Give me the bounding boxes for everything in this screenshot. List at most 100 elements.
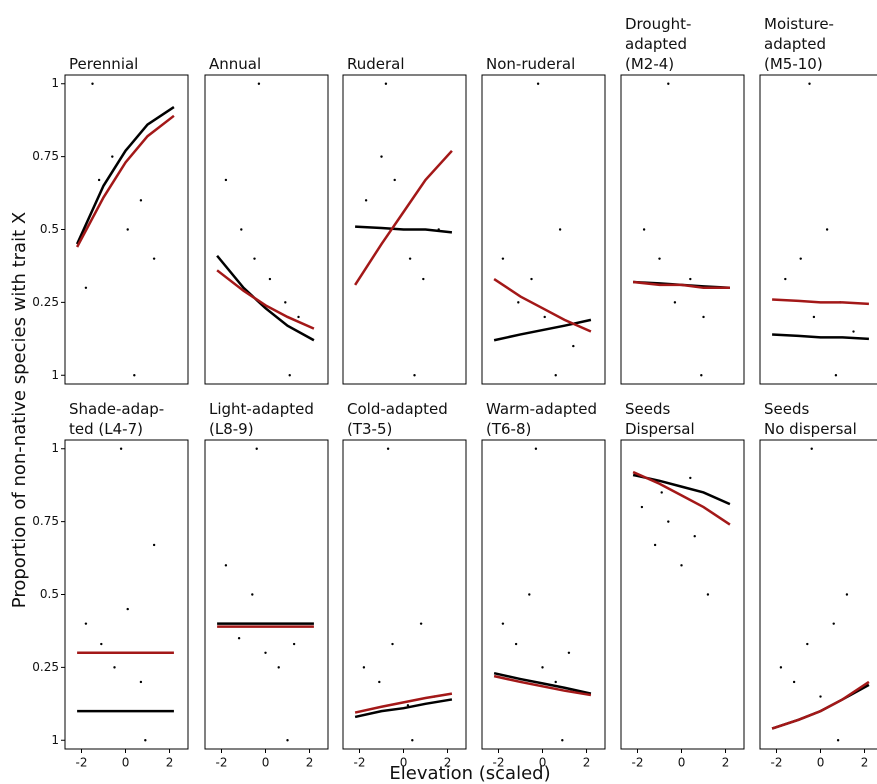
x-tick-label: -2 xyxy=(771,756,783,770)
x-tick-label: 0 xyxy=(539,756,547,770)
point xyxy=(693,534,696,538)
point xyxy=(514,642,518,646)
point xyxy=(784,277,787,281)
panel-title: (M5-10) xyxy=(764,55,823,73)
point xyxy=(391,642,394,646)
panel-title: Light-adapted xyxy=(209,400,314,418)
point xyxy=(224,564,228,567)
point xyxy=(126,228,129,231)
trend-line xyxy=(216,269,315,330)
trend-line xyxy=(632,470,731,526)
panel-title: Seeds xyxy=(764,400,810,418)
panel-title: (T3-5) xyxy=(347,420,392,438)
x-tick-label: 2 xyxy=(166,756,174,770)
trend-line xyxy=(216,254,315,342)
panel-frame xyxy=(481,74,606,385)
panel-title: adapted xyxy=(625,35,687,53)
point xyxy=(642,228,646,231)
point xyxy=(689,277,692,281)
point xyxy=(640,505,644,509)
panel-title: (L8-9) xyxy=(209,420,254,438)
trend-line xyxy=(772,298,869,306)
point xyxy=(255,447,258,450)
x-tick-label: 2 xyxy=(583,756,591,770)
y-tick-label: 1 xyxy=(51,76,59,90)
point xyxy=(561,739,564,742)
x-tick-label: -2 xyxy=(216,756,228,770)
trend-line xyxy=(493,318,592,342)
x-tick-label: 0 xyxy=(400,756,408,770)
point xyxy=(812,315,816,319)
panel-title: Cold-adapted xyxy=(347,400,448,418)
point xyxy=(834,374,838,377)
point xyxy=(133,374,136,377)
point xyxy=(91,82,94,85)
point xyxy=(536,82,540,85)
y-tick-label: 0.75 xyxy=(32,149,59,163)
point xyxy=(554,680,557,684)
point xyxy=(658,257,661,260)
y-axis-title: Proportion of non-native species with tr… xyxy=(9,212,30,608)
point xyxy=(836,739,840,742)
point xyxy=(111,155,114,158)
panel-title: Perennial xyxy=(69,55,138,73)
trend-line xyxy=(771,680,870,730)
point xyxy=(680,564,683,567)
point xyxy=(84,622,88,625)
point xyxy=(810,447,813,450)
point xyxy=(224,178,228,182)
trend-line xyxy=(772,333,869,341)
panel-title: Shade-adap- xyxy=(69,400,164,418)
panel-title: Drought- xyxy=(625,15,691,33)
x-tick-label: 0 xyxy=(817,756,825,770)
point xyxy=(277,666,280,669)
panel-title: No dispersal xyxy=(764,420,857,438)
point xyxy=(408,257,412,260)
point xyxy=(292,642,296,646)
y-tick-label: 0.25 xyxy=(32,660,59,674)
panel-title: adapted xyxy=(764,35,826,53)
point xyxy=(845,593,849,596)
point xyxy=(126,607,129,611)
panel-frame xyxy=(481,439,606,750)
point xyxy=(689,476,692,480)
point xyxy=(411,739,414,742)
point xyxy=(253,257,256,260)
y-tick-label: 0.5 xyxy=(40,587,59,601)
trend-line xyxy=(354,692,453,714)
point xyxy=(799,257,802,260)
panel-title: ted (L4-7) xyxy=(69,420,143,438)
trend-line xyxy=(354,698,453,719)
panel-title: Non-ruderal xyxy=(486,55,575,73)
point xyxy=(251,593,254,596)
point xyxy=(501,257,505,260)
point xyxy=(237,637,241,640)
point xyxy=(554,374,557,377)
trend-line xyxy=(355,225,453,234)
point xyxy=(806,642,809,646)
point xyxy=(706,593,710,596)
trend-line xyxy=(493,278,592,333)
point xyxy=(257,82,261,85)
point xyxy=(558,228,562,231)
panel-frame xyxy=(759,74,877,385)
panel-frame xyxy=(620,74,745,385)
point xyxy=(364,199,368,202)
point xyxy=(264,651,267,655)
point xyxy=(543,315,546,319)
panel-frame xyxy=(342,74,467,385)
point xyxy=(152,257,156,260)
panel-title: Seeds xyxy=(625,400,671,418)
panel-frame xyxy=(759,439,877,750)
point xyxy=(100,642,103,646)
x-axis-title: Elevation (scaled) xyxy=(389,763,550,784)
point xyxy=(240,228,243,231)
trend-line xyxy=(75,106,175,245)
point xyxy=(660,491,663,494)
point xyxy=(152,543,156,547)
y-tick-label: 1 xyxy=(51,441,59,455)
point xyxy=(832,622,835,625)
point xyxy=(288,374,291,377)
panel-title: Ruderal xyxy=(347,55,405,73)
